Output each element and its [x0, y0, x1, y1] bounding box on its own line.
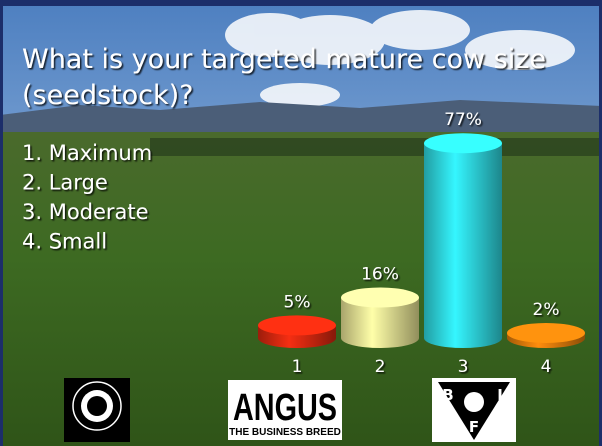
bar	[424, 143, 502, 338]
mountains	[0, 100, 602, 140]
x-tick-label: 4	[541, 357, 552, 377]
value-label: 77%	[444, 110, 482, 130]
angus-tagline: THE BUSINESS BREED	[229, 427, 341, 438]
value-label: 2%	[533, 300, 560, 320]
bif-logo-right: B I F	[432, 378, 516, 442]
option-label: 2. Large	[22, 171, 108, 195]
title-line: (seedstock)?	[22, 80, 193, 111]
bar-top	[341, 287, 419, 308]
bar-top	[258, 315, 336, 336]
angus-logo: ANGUS THE BUSINESS BREED	[228, 380, 342, 440]
x-tick-label: 1	[292, 357, 303, 377]
angus-text: ANGUS	[233, 387, 337, 429]
bif-logo-left	[64, 378, 130, 442]
value-label: 5%	[284, 292, 311, 312]
bar-top	[507, 322, 585, 343]
frame-top	[0, 0, 602, 6]
frame-right	[599, 0, 602, 446]
bif-letter: I	[497, 386, 503, 404]
bif-letter: F	[469, 418, 479, 436]
bif-letter: B	[442, 386, 453, 404]
option-label: 3. Moderate	[22, 200, 149, 224]
bar-top	[424, 133, 502, 154]
x-tick-label: 3	[458, 357, 469, 377]
option-label: 1. Maximum	[22, 141, 152, 165]
x-tick-label: 2	[375, 357, 386, 377]
clouds	[225, 10, 575, 107]
title-line: What is your targeted mature cow size	[22, 44, 546, 75]
frame-left	[0, 0, 3, 446]
option-label: 4. Small	[22, 230, 107, 254]
trees	[150, 138, 602, 156]
value-label: 16%	[361, 265, 399, 285]
